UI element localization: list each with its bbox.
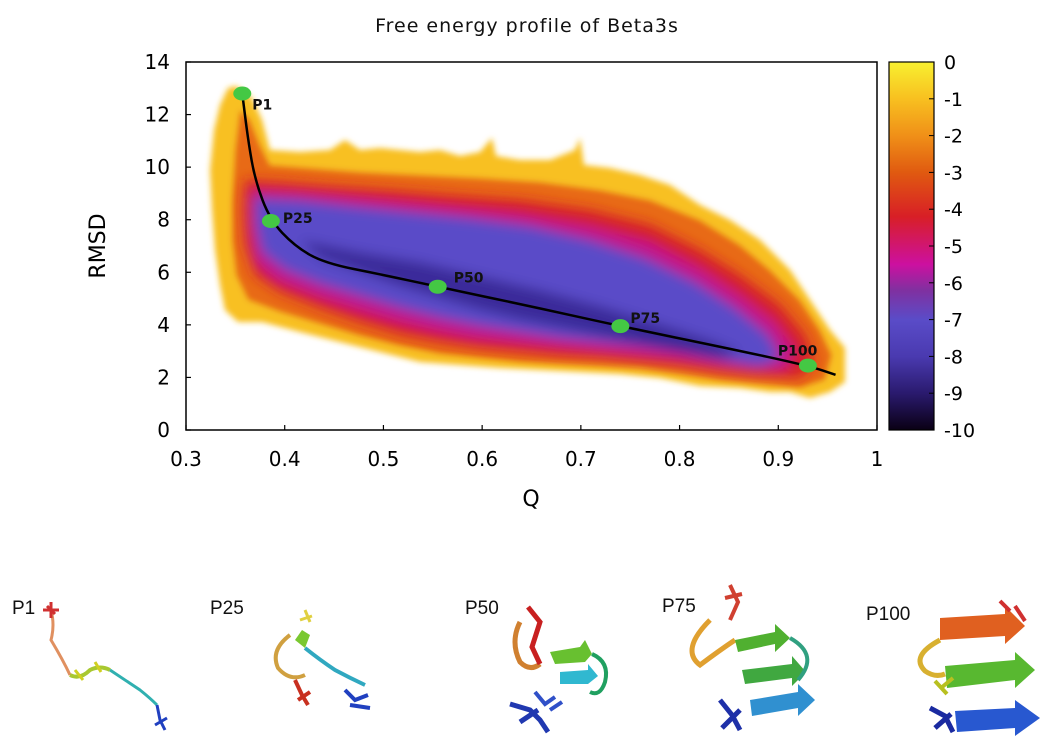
landmark-label: P75 [630, 311, 660, 327]
landmark-point [261, 214, 280, 229]
structure-label-p25: P25 [210, 598, 244, 619]
colorbar-tick-label: -3 [944, 162, 963, 184]
y-tick-label: 10 [145, 155, 170, 179]
y-tick-label: 14 [145, 50, 170, 74]
x-axis-label: Q [522, 487, 539, 512]
colorbar-ticks: 0 -1 -2 -3 -4 -5 -6 -7 -8 -9 -10 [929, 52, 975, 442]
y-axis: 0 2 4 6 8 10 12 14 [145, 50, 191, 442]
landmark-label: P25 [283, 211, 313, 227]
x-tick-label: 0.9 [762, 447, 794, 471]
colorbar-tick-label: -6 [944, 273, 963, 295]
partially-folded-peptide-icon [273, 609, 371, 710]
y-tick-label: 0 [157, 418, 170, 442]
structure-label-p100: P100 [866, 604, 911, 625]
y-tick-label: 6 [157, 260, 170, 284]
free-energy-heatmap [210, 86, 845, 398]
x-tick-label: 0.7 [565, 447, 597, 471]
landmarks: P1 P25 P50 P75 P100 [233, 86, 818, 373]
x-tick-label: 0.8 [664, 447, 696, 471]
colorbar-tick-label: -7 [944, 310, 963, 332]
colorbar-tick-label: -1 [944, 89, 963, 111]
colorbar [888, 61, 935, 431]
structure-label-p50: P50 [465, 598, 499, 619]
colorbar-tick-label: -10 [944, 420, 975, 442]
x-axis: 0.3 0.4 0.5 0.6 0.7 0.8 0.9 1 [170, 425, 883, 471]
x-tick-label: 0.6 [466, 447, 498, 471]
minimum-energy-path [241, 93, 836, 376]
landmark-point [611, 319, 630, 334]
chart-title: Free energy profile of Beta3s [375, 15, 679, 37]
structure-label-p75: P75 [662, 596, 696, 617]
landmark-point [233, 86, 252, 101]
colorbar-tick-label: -8 [944, 346, 963, 368]
x-tick-label: 0.4 [269, 447, 301, 471]
colorbar-tick-label: 0 [944, 52, 956, 74]
free-energy-chart: Free energy profile of Beta3s 0.3 0.4 0.5 0… [86, 15, 975, 512]
colorbar-tick-label: -5 [944, 236, 963, 258]
y-tick-label: 8 [157, 208, 170, 232]
x-tick-label: 1 [871, 447, 884, 471]
landmark-point [798, 358, 817, 373]
colorbar-tick-label: -4 [944, 199, 963, 221]
landmark-label: P100 [778, 344, 818, 360]
x-tick-label: 0.3 [170, 447, 202, 471]
landmark-label: P1 [252, 98, 272, 114]
y-tick-label: 4 [157, 313, 170, 337]
beta-sheet-forming-icon [689, 584, 815, 732]
plot-frame [185, 61, 878, 431]
beta-hairpin-forming-icon [509, 605, 609, 734]
unfolded-peptide-icon [43, 602, 168, 731]
y-axis-label: RMSD [86, 213, 111, 278]
y-tick-label: 2 [157, 365, 170, 389]
colorbar-tick-label: -9 [944, 383, 963, 405]
y-tick-label: 12 [145, 103, 170, 127]
landmark-point [428, 279, 447, 294]
structure-label-p1: P1 [12, 598, 36, 619]
landmark-label: P50 [454, 271, 484, 287]
x-tick-label: 0.5 [368, 447, 400, 471]
colorbar-tick-label: -2 [944, 126, 963, 148]
folded-beta-sheet-icon [917, 599, 1040, 736]
